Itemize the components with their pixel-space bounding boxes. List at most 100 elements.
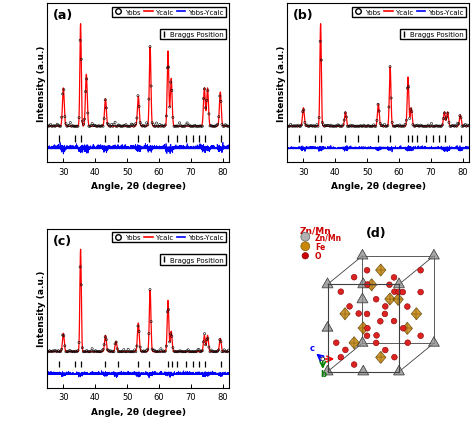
Point [102, 105, 110, 112]
Point [177, 123, 184, 130]
Point [75, 339, 83, 346]
Point [401, 121, 409, 128]
Point [294, 123, 302, 130]
Point [199, 124, 206, 130]
Point [199, 348, 206, 354]
Point [160, 124, 168, 130]
Point [55, 124, 63, 130]
Y-axis label: Intensity (a.u.): Intensity (a.u.) [277, 46, 286, 121]
Point [115, 122, 122, 129]
Text: b: b [320, 369, 326, 378]
Point [354, 124, 361, 130]
Polygon shape [402, 322, 412, 335]
Point [363, 124, 371, 130]
Point [184, 123, 192, 130]
Point [409, 122, 417, 129]
Point [87, 123, 95, 130]
Point [82, 89, 90, 96]
Polygon shape [393, 278, 404, 288]
Point [164, 65, 171, 72]
Point [55, 123, 62, 130]
Point [174, 348, 182, 355]
Point [107, 348, 115, 354]
Point [61, 343, 69, 349]
Point [69, 348, 76, 355]
Polygon shape [357, 337, 368, 346]
Point [189, 348, 196, 355]
Point [173, 124, 180, 130]
Circle shape [302, 253, 309, 259]
Point [44, 348, 51, 355]
Point [332, 123, 339, 130]
Point [399, 123, 407, 130]
Point [188, 348, 195, 355]
Point [135, 328, 143, 335]
Point [216, 93, 224, 100]
Point [214, 121, 221, 128]
Point [376, 121, 384, 127]
Point [465, 123, 473, 130]
Point [215, 114, 222, 121]
Point [94, 348, 101, 355]
Point [319, 122, 327, 129]
Point [57, 348, 64, 355]
Point [88, 121, 96, 128]
Text: a: a [337, 352, 343, 361]
Point [85, 348, 92, 355]
Point [290, 123, 298, 130]
Polygon shape [411, 308, 421, 320]
Point [312, 124, 319, 130]
Point [173, 348, 180, 355]
Point [188, 124, 195, 130]
Point [146, 44, 154, 51]
Point [433, 123, 441, 130]
Point [313, 122, 321, 129]
Point [49, 124, 57, 130]
Circle shape [374, 333, 379, 338]
Point [76, 264, 84, 271]
Point [449, 123, 457, 130]
Point [147, 318, 155, 325]
Point [117, 124, 124, 130]
Point [444, 110, 452, 117]
Point [314, 124, 322, 130]
X-axis label: Angle, 2θ (degree): Angle, 2θ (degree) [331, 182, 426, 191]
Point [193, 124, 201, 130]
Point [163, 113, 170, 120]
Point [72, 124, 80, 130]
Point [416, 124, 423, 130]
Point [360, 123, 368, 130]
Point [191, 123, 199, 130]
Point [80, 121, 87, 128]
Point [113, 124, 121, 130]
Point [421, 124, 428, 130]
Point [137, 120, 144, 127]
Circle shape [400, 290, 406, 295]
Point [219, 348, 227, 355]
Point [116, 123, 123, 130]
Point [69, 123, 76, 130]
Point [386, 64, 394, 71]
Point [70, 348, 77, 355]
Point [217, 99, 225, 106]
Point [71, 124, 79, 130]
Point [303, 122, 311, 129]
Point [137, 348, 145, 354]
Point [288, 123, 296, 130]
Point [129, 348, 137, 355]
Point [311, 124, 319, 130]
Point [153, 121, 160, 127]
Point [48, 124, 55, 130]
Circle shape [392, 354, 397, 360]
Point [128, 121, 135, 128]
Point [216, 337, 224, 343]
Text: O: O [315, 252, 321, 261]
Point [93, 348, 100, 355]
Point [57, 124, 64, 130]
Point [448, 123, 456, 130]
Point [109, 124, 117, 130]
Point [397, 124, 405, 130]
Point [91, 348, 98, 355]
Point [179, 348, 187, 355]
Point [379, 123, 386, 130]
